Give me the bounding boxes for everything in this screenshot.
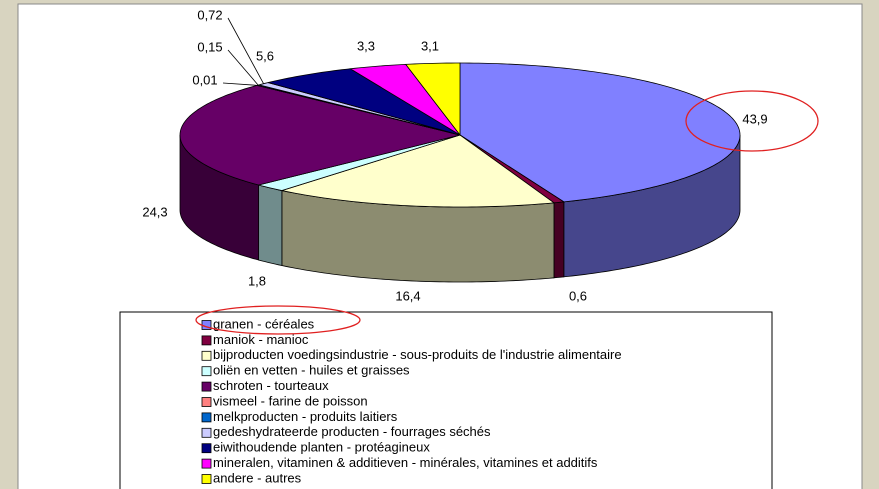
legend-label: eiwithoudende planten - protéagineux	[213, 440, 430, 455]
legend-label: granen - céréales	[213, 316, 315, 331]
legend-swatch	[201, 458, 212, 469]
data-label: 24,3	[142, 204, 167, 219]
highlight-ellipse	[195, 305, 361, 335]
leader-line	[222, 82, 258, 86]
legend-swatch	[201, 381, 212, 392]
legend-label: oliën en vetten - huiles et graisses	[213, 363, 410, 378]
data-label: 0,01	[192, 72, 217, 87]
data-label: 5,6	[256, 48, 274, 63]
leader-line	[227, 17, 264, 84]
legend-swatch	[201, 335, 212, 346]
pie-side	[258, 184, 283, 267]
pie-slice	[280, 134, 556, 208]
data-label: 0,72	[197, 7, 222, 22]
legend-label: mineralen, vitaminen & additieven - miné…	[213, 455, 598, 470]
legend-swatch	[201, 474, 212, 484]
leader-line	[227, 49, 259, 86]
legend-label: schroten - tourteaux	[213, 378, 329, 393]
data-label: 43,9	[742, 111, 767, 126]
data-label: 16,4	[395, 288, 420, 303]
data-label: 3,3	[357, 38, 375, 53]
legend-label: bijproducten voedingsindustrie - sous-pr…	[213, 347, 622, 362]
legend-swatch	[201, 427, 212, 438]
pie-slice	[349, 63, 461, 136]
legend-label: melkproducten - produits laitiers	[213, 409, 398, 424]
pie: 43,9 0,6 16,4 1,8 24,3 0,01 0,15 0,72 5,6 3,3 3,1	[142, 7, 767, 303]
pie-slice	[179, 84, 461, 186]
data-label: 1,8	[248, 273, 266, 288]
legend-box	[119, 311, 773, 489]
legend-swatch	[201, 443, 212, 454]
legend-label: gedeshydrateerde producten - fourrages s…	[213, 424, 491, 439]
legend-label: maniok - manioc	[213, 332, 309, 347]
pie-slice	[404, 62, 461, 137]
pie-slice	[459, 62, 741, 203]
pie-slice	[268, 68, 461, 136]
pie-side	[553, 201, 565, 279]
legend-swatch	[201, 350, 212, 361]
highlight-ellipse	[685, 90, 819, 152]
legend-swatch	[201, 366, 212, 377]
legend-swatch	[201, 412, 212, 423]
legend-label: andere - autres	[213, 470, 302, 485]
data-label: 0,15	[197, 39, 222, 54]
legend-swatch	[201, 397, 212, 407]
data-label: 0,6	[569, 288, 587, 303]
legend-label: vismeel - farine de poisson	[213, 393, 368, 408]
pie-slice	[258, 134, 461, 191]
data-label: 3,1	[421, 38, 439, 53]
